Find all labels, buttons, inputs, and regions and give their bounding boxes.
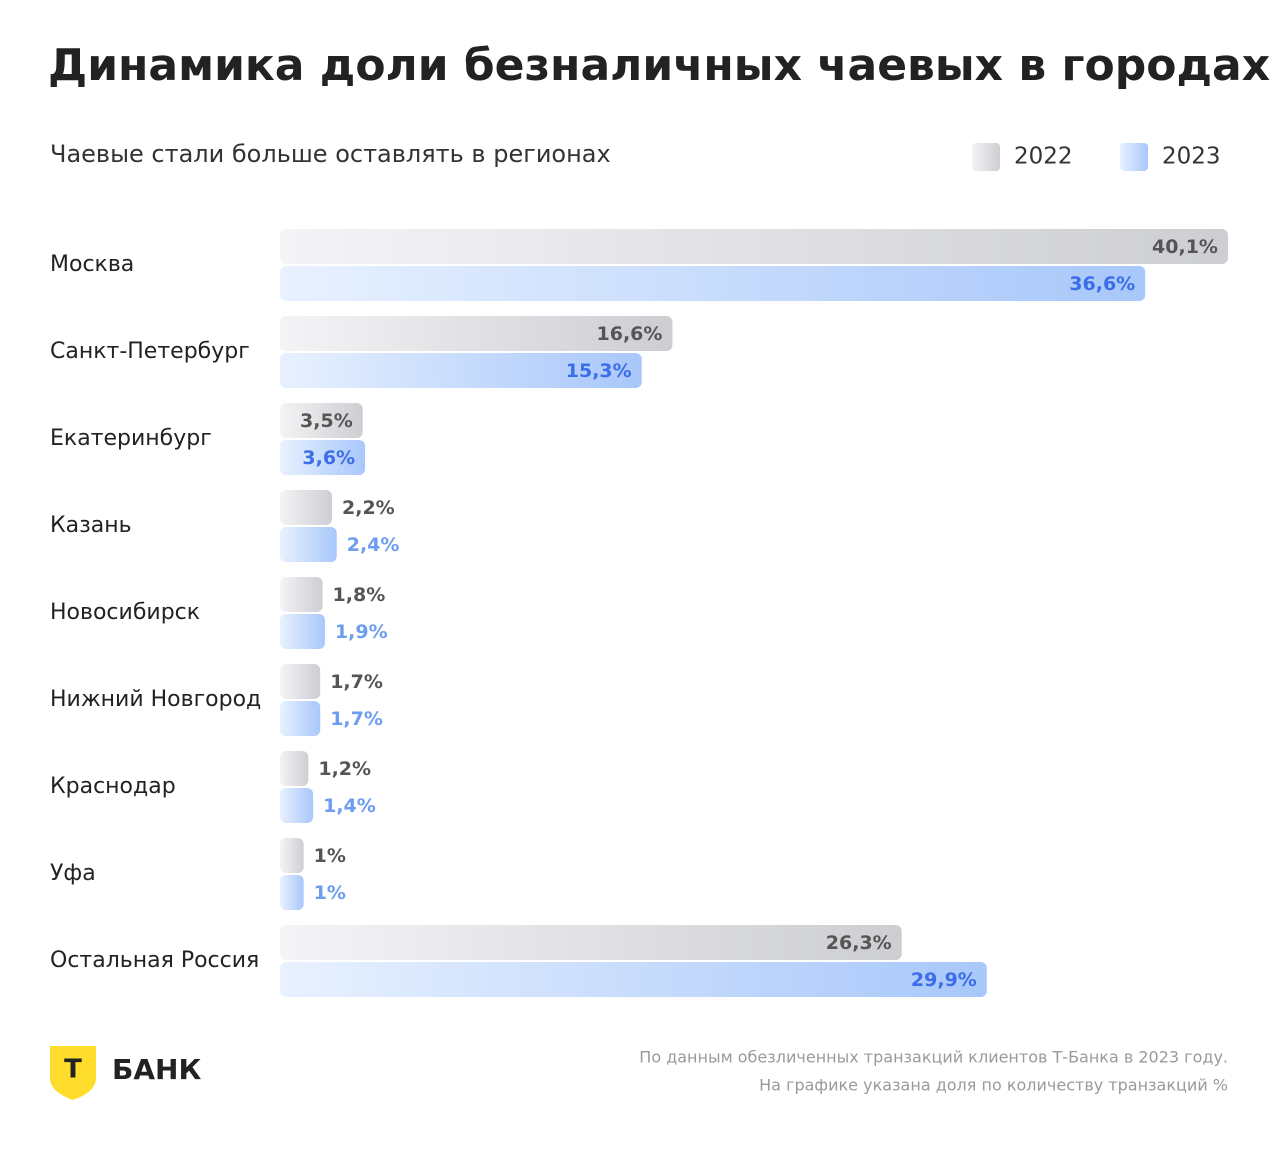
bar — [280, 664, 321, 699]
bar — [280, 577, 323, 612]
chart-title: Динамика доли безналичных чаевых в город… — [48, 40, 1270, 91]
bar — [280, 701, 321, 736]
bars: Москва 40,1% 36,6% Санкт-Петербург 16,6% 15,3… — [50, 229, 1228, 997]
value-label: 1% — [314, 845, 346, 867]
category-label: Уфа — [50, 861, 96, 886]
value-label: 16,6% — [597, 323, 663, 345]
bar — [280, 788, 314, 823]
legend-label: 2022 — [1014, 144, 1073, 170]
bar — [280, 353, 642, 388]
category-label: Москва — [50, 252, 134, 277]
bar — [280, 614, 325, 649]
chart-subtitle: Чаевые стали больше оставлять в регионах — [50, 140, 611, 168]
value-label: 1% — [314, 882, 346, 904]
legend-swatch — [1120, 143, 1148, 171]
bar — [280, 440, 366, 475]
bar — [280, 838, 304, 873]
bar — [280, 403, 363, 438]
legend-swatch — [972, 143, 1000, 171]
value-label: 29,9% — [911, 969, 977, 991]
bar — [280, 962, 987, 997]
bar — [280, 229, 1228, 264]
value-label: 2,4% — [347, 534, 400, 556]
value-label: 1,2% — [318, 758, 371, 780]
bar — [280, 925, 902, 960]
value-label: 2,2% — [342, 497, 395, 519]
value-label: 15,3% — [566, 360, 632, 382]
bar — [280, 527, 337, 562]
category-label: Санкт-Петербург — [50, 339, 250, 364]
bar — [280, 316, 673, 351]
value-label: 1,8% — [333, 584, 386, 606]
category-label: Екатеринбург — [50, 426, 212, 451]
value-label: 1,4% — [323, 795, 376, 817]
bar — [280, 266, 1146, 301]
category-label: Нижний Новгород — [50, 687, 261, 712]
value-label: 40,1% — [1152, 236, 1218, 258]
value-label: 1,7% — [330, 708, 383, 730]
bar — [280, 875, 304, 910]
value-label: 26,3% — [826, 932, 892, 954]
value-label: 3,5% — [300, 410, 353, 432]
value-label: 36,6% — [1069, 273, 1135, 295]
value-label: 1,9% — [335, 621, 388, 643]
footnote: По данным обезличенных транзакций клиент… — [639, 1048, 1228, 1067]
legend-label: 2023 — [1162, 144, 1221, 170]
value-label: 1,7% — [330, 671, 383, 693]
bar — [280, 490, 333, 525]
category-label: Остальная Россия — [50, 948, 259, 973]
category-label: Казань — [50, 513, 132, 538]
logo-mark: Т — [64, 1055, 82, 1085]
bar — [280, 751, 309, 786]
value-label: 3,6% — [302, 447, 355, 469]
legend: 2022 2023 — [972, 143, 1221, 171]
category-label: Краснодар — [50, 774, 176, 799]
footnote: На графике указана доля по количеству тр… — [759, 1076, 1228, 1095]
logo-shield — [50, 1046, 96, 1100]
category-label: Новосибирск — [50, 600, 200, 625]
logo-name: БАНК — [112, 1053, 201, 1086]
